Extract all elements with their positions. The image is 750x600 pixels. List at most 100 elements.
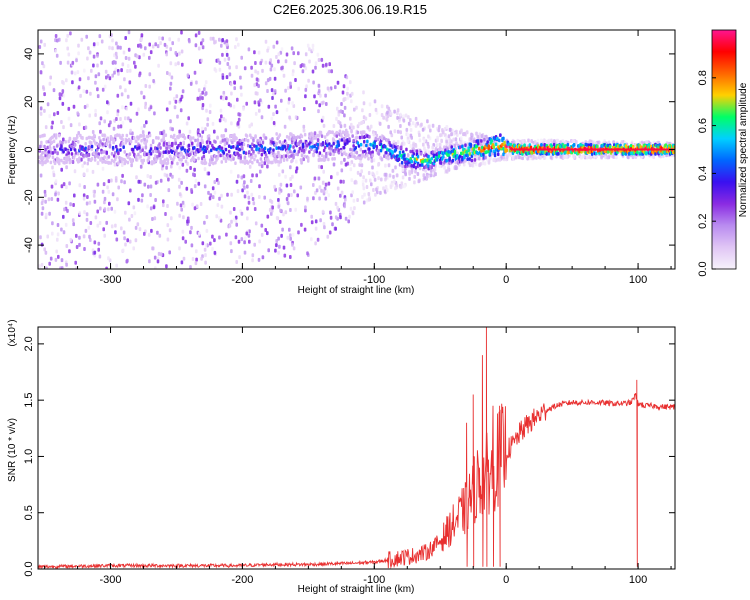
spectrogram-cell xyxy=(187,116,190,121)
spectrogram-y-label: Frequency (Hz) xyxy=(7,116,18,185)
spectrogram-y-tick-label: -20 xyxy=(23,189,35,205)
spectrogram-cell xyxy=(259,169,262,174)
spectrogram-cell xyxy=(414,116,418,121)
spectrogram-cell xyxy=(533,140,537,145)
ridge-cell xyxy=(155,136,158,140)
ridge-cell xyxy=(373,144,376,148)
spectrogram-cell xyxy=(403,184,406,189)
spectrogram-cell xyxy=(289,233,292,238)
spectrogram-cell xyxy=(128,68,132,73)
ridge-cell xyxy=(484,155,487,160)
ridge-cell xyxy=(54,133,58,137)
spectrogram-cell xyxy=(85,212,89,217)
ridge-cell xyxy=(456,161,460,165)
spectrogram-cell xyxy=(147,184,150,189)
ridge-cell xyxy=(61,141,64,145)
spectrogram-cell xyxy=(358,121,361,126)
ridge-cell xyxy=(181,146,184,150)
spectrogram-cell xyxy=(86,195,89,199)
spectrogram-cell xyxy=(314,241,317,246)
ridge-cell xyxy=(485,150,488,154)
ridge-cell xyxy=(299,158,303,162)
ridge-cell xyxy=(92,151,96,155)
ridge-cell xyxy=(67,154,70,159)
spectrogram-cell xyxy=(112,126,116,131)
ridge-cell xyxy=(181,133,184,137)
spectrogram-cell xyxy=(116,197,119,202)
spectrogram-cell xyxy=(181,229,185,234)
spectrogram-cell xyxy=(219,108,223,113)
spectrogram-cell xyxy=(211,246,214,251)
spectrogram-cell xyxy=(178,246,181,251)
spectrogram-cell xyxy=(65,165,68,170)
spectrogram-cell xyxy=(255,77,259,82)
spectrogram-cell xyxy=(289,208,292,212)
ridge-cell xyxy=(363,130,366,134)
spectrogram-cell xyxy=(43,247,46,252)
spectrogram-cell xyxy=(306,251,309,256)
spectrogram-cell xyxy=(241,188,244,193)
spectrogram-cell xyxy=(151,246,154,251)
ridge-cell xyxy=(542,150,545,155)
spectrogram-cell xyxy=(143,123,146,128)
spectrogram-cell xyxy=(205,108,208,113)
ridge-cell xyxy=(64,140,67,144)
ridge-cell xyxy=(579,142,582,147)
ridge-cell xyxy=(199,148,202,152)
spectrogram-cell xyxy=(197,181,201,186)
ridge-cell xyxy=(408,163,411,168)
ridge-cell xyxy=(303,132,307,137)
spectrogram-cell xyxy=(119,117,122,121)
spectrogram-cell xyxy=(362,175,365,180)
ridge-cell xyxy=(207,134,211,138)
spectrogram-cell xyxy=(380,177,383,182)
spectrogram-cell xyxy=(260,115,264,120)
spectrogram-cell xyxy=(149,105,153,110)
ridge-cell xyxy=(44,160,47,165)
spectrogram-cell xyxy=(124,116,127,121)
ridge-cell xyxy=(346,130,349,135)
spectrogram-cell xyxy=(40,201,44,206)
spectrogram-cell xyxy=(396,108,400,113)
spectrogram-cell xyxy=(291,174,294,179)
ridge-cell xyxy=(293,135,296,140)
spectrogram-cell xyxy=(203,247,207,252)
spectrogram-cell xyxy=(113,70,116,75)
spectrogram-cell xyxy=(337,120,340,124)
ridge-cell xyxy=(545,152,548,156)
spectrogram-cell xyxy=(48,81,52,86)
spectrogram-cell xyxy=(153,255,157,260)
spectrogram-cell xyxy=(122,50,126,55)
spectrogram-cell xyxy=(310,214,313,219)
spectrogram-cell xyxy=(237,117,241,122)
spectrogram-cell xyxy=(284,210,288,215)
spectrogram-cell xyxy=(81,163,84,168)
spectrogram-cell xyxy=(211,234,214,239)
spectrogram-cell xyxy=(54,179,58,184)
ridge-cell xyxy=(487,149,490,154)
spectrogram-cell xyxy=(443,127,447,131)
spectrogram-cell xyxy=(186,73,190,78)
spectrogram-cell xyxy=(256,91,259,96)
ridge-cell xyxy=(483,137,486,142)
ridge-cell xyxy=(60,158,63,163)
ridge-cell xyxy=(236,141,239,145)
snr-x-tick-label: 0 xyxy=(503,574,509,586)
ridge-cell xyxy=(467,148,470,153)
spectrogram-cell xyxy=(146,174,150,178)
ridge-cell xyxy=(169,134,173,139)
spectrogram-cell xyxy=(346,86,349,91)
ridge-cell xyxy=(497,152,500,157)
spectrogram-cell xyxy=(145,120,148,125)
spectrogram-cell xyxy=(404,113,408,118)
colorbar-tick-label: 0.6 xyxy=(697,118,709,133)
spectrogram-cell xyxy=(105,220,108,225)
spectrogram-cell xyxy=(157,251,161,256)
spectrogram-cell xyxy=(51,165,54,170)
spectrogram-cell xyxy=(159,41,162,46)
spectrogram-cell xyxy=(148,42,151,47)
spectrogram-cell xyxy=(39,39,43,44)
ridge-cell xyxy=(231,140,234,145)
spectrogram-cell xyxy=(65,244,69,248)
spectrogram-cell xyxy=(322,222,326,226)
